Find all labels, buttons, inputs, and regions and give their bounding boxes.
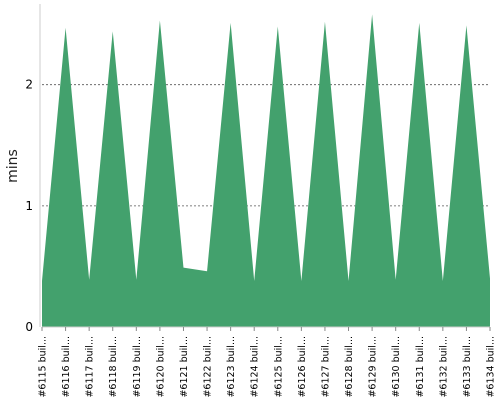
x-tick-label: #6127 buil...	[320, 336, 331, 398]
x-tick-label: #6131 buil...	[415, 336, 426, 398]
x-tick-label: #6128 buil...	[344, 336, 355, 398]
x-tick-label: #6133 buil...	[462, 336, 473, 398]
x-tick-label: #6117 buil...	[85, 336, 96, 398]
x-tick-labels: #6115 buil... #6116 buil... #6117 buil... #…	[38, 327, 497, 398]
y-tick-label: 1	[25, 199, 33, 213]
x-tick-label: #6132 buil...	[438, 336, 449, 398]
x-tick-label: #6126 buil...	[297, 336, 308, 398]
x-tick-label: #6118 buil...	[108, 336, 119, 398]
y-tick-labels: 0 1 2	[25, 78, 33, 334]
y-tick-label: 2	[25, 78, 33, 92]
x-tick-label: #6119 buil...	[132, 336, 143, 398]
x-tick-label: #6125 buil...	[273, 336, 284, 398]
y-tick-label: 0	[25, 320, 33, 334]
x-tick-label: #6134 buil...	[486, 336, 497, 398]
x-tick-label: #6121 buil...	[179, 336, 190, 398]
x-tick-label: #6120 buil...	[155, 336, 166, 398]
y-axis-label: mins	[5, 149, 21, 183]
x-tick-label: #6130 buil...	[391, 336, 402, 398]
x-tick-label: #6124 buil...	[250, 336, 261, 398]
x-tick-label: #6115 buil...	[38, 336, 49, 398]
x-tick-label: #6123 buil...	[226, 336, 237, 398]
area-series	[42, 14, 490, 328]
x-tick-label: #6129 buil...	[368, 336, 379, 398]
x-tick-label: #6122 buil...	[203, 336, 214, 398]
x-tick-label: #6116 buil...	[61, 336, 72, 398]
